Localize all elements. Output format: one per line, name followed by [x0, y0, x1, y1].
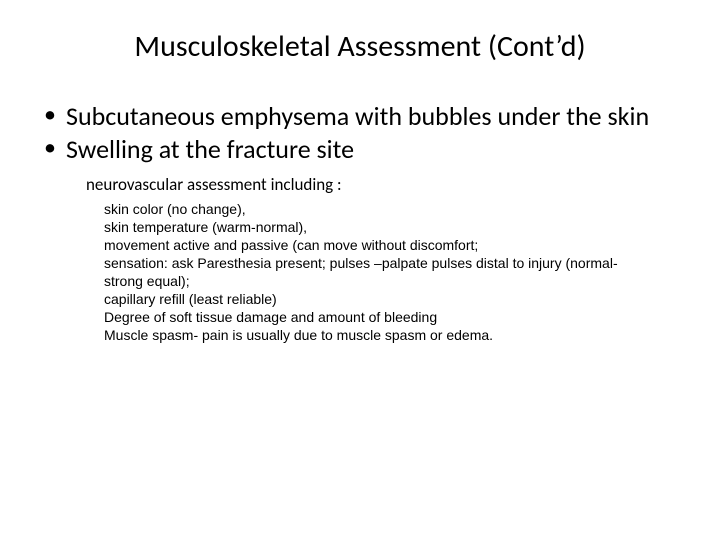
slide-container: Musculoskeletal Assessment (Cont’d) Subc… [0, 0, 720, 540]
subheading-text: neurovascular assessment including : [86, 174, 680, 195]
slide-title: Musculoskeletal Assessment (Cont’d) [40, 28, 680, 65]
detail-line: skin color (no change), [104, 201, 650, 219]
bullet-item: Swelling at the fracture site [40, 134, 680, 165]
detail-line: movement active and passive (can move wi… [104, 237, 650, 255]
detail-line: capillary refill (least reliable) [104, 291, 650, 309]
detail-line: skin temperature (warm-normal), [104, 219, 650, 237]
detail-line: Degree of soft tissue damage and amount … [104, 309, 650, 327]
detail-line: Muscle spasm- pain is usually due to mus… [104, 327, 650, 345]
detail-list: skin color (no change), skin temperature… [104, 201, 650, 344]
main-bullet-list: Subcutaneous emphysema with bubbles unde… [40, 101, 680, 164]
bullet-item: Subcutaneous emphysema with bubbles unde… [40, 101, 680, 132]
detail-line: sensation: ask Paresthesia present; puls… [104, 255, 650, 291]
